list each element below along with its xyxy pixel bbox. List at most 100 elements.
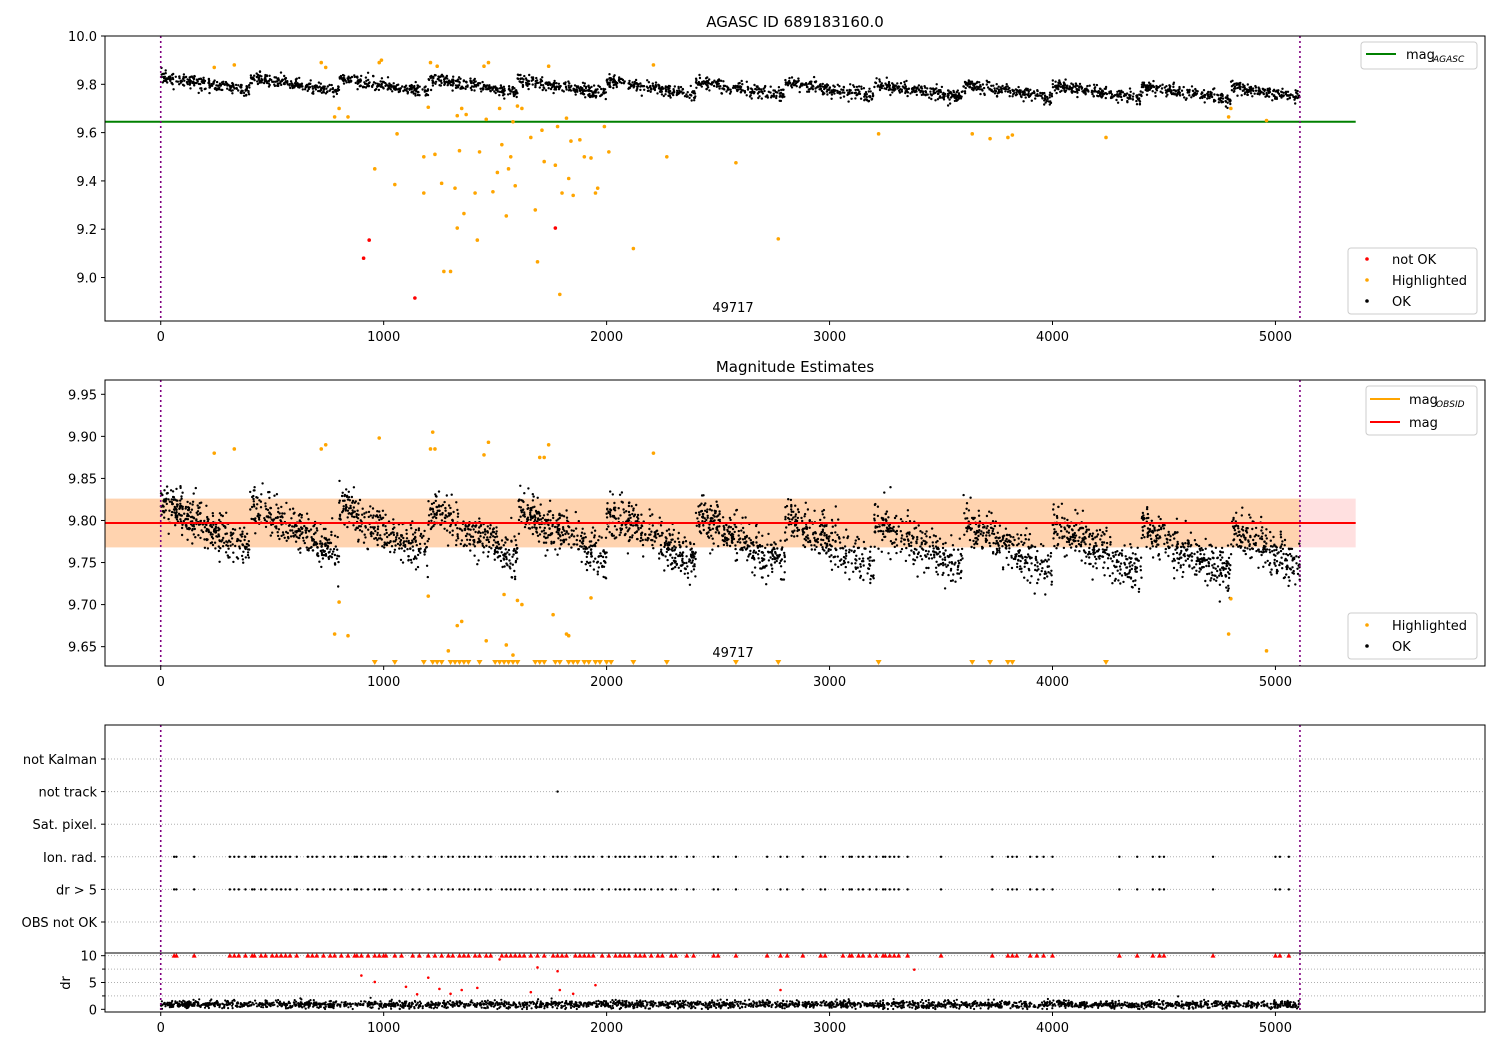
ok-point [215, 80, 219, 84]
ok-point [1145, 89, 1149, 92]
ok-point [473, 77, 476, 81]
ok-point [1186, 554, 1190, 557]
ok-point [371, 74, 375, 78]
ok-point [783, 571, 786, 574]
ok-point [986, 80, 989, 84]
ok-point [1008, 95, 1011, 98]
ok-point [964, 86, 967, 90]
ok-point [539, 78, 542, 81]
ok-point [331, 87, 335, 90]
legend-label: mag [1406, 48, 1435, 63]
ok-point [1101, 92, 1104, 96]
ok-point [481, 542, 484, 545]
ok-point [1248, 544, 1251, 548]
ok-point [677, 566, 680, 569]
ok-point [659, 524, 663, 527]
ok-point [933, 556, 936, 559]
ok-point [403, 85, 407, 89]
ok-point [950, 534, 953, 537]
ok-point [1122, 94, 1126, 98]
ok-point [535, 79, 539, 82]
ok-point [615, 528, 618, 531]
ok-point [583, 545, 586, 548]
legend-marker [1365, 257, 1369, 261]
ok-point [640, 513, 643, 516]
ok-point [549, 519, 552, 522]
ok-point [710, 534, 713, 537]
ok-point [792, 510, 795, 513]
highlighted-point [482, 64, 486, 68]
ok-point [1126, 101, 1129, 104]
ok-point [799, 85, 802, 88]
ok-point [735, 552, 739, 555]
ok-point [1034, 97, 1037, 100]
ok-point [1078, 82, 1082, 86]
ok-point [1012, 536, 1015, 539]
ok-point [584, 89, 588, 92]
ok-point [968, 86, 971, 89]
ok-point [1164, 534, 1167, 537]
highlighted-point [542, 159, 546, 164]
ok-point [376, 527, 380, 531]
ok-point [939, 89, 942, 92]
ok-point [594, 557, 597, 560]
ok-point [1241, 525, 1245, 529]
ok-point [1043, 103, 1046, 106]
ok-point [1219, 93, 1223, 96]
ok-point [1191, 567, 1194, 570]
highlighted-point [459, 106, 464, 111]
ok-point [352, 486, 356, 489]
ok-point [1251, 547, 1255, 551]
ok-point [656, 92, 659, 95]
ok-point [564, 538, 568, 541]
ok-point [551, 85, 555, 88]
ok-point [508, 89, 512, 92]
ok-point [1030, 562, 1033, 565]
ok-point [1108, 574, 1112, 578]
ok-point [720, 92, 724, 95]
ok-point [635, 81, 638, 85]
highlighted-point [970, 132, 975, 136]
ok-point [1176, 540, 1179, 544]
ok-point [854, 88, 857, 92]
ok-point [273, 84, 277, 88]
ok-point [416, 86, 419, 90]
ok-point [997, 543, 1000, 546]
ok-point [654, 81, 658, 84]
ok-point [845, 89, 849, 92]
highlighted-point [379, 58, 384, 62]
ok-point [341, 491, 344, 494]
ok-point [1043, 99, 1046, 102]
ok-point [1195, 569, 1198, 572]
ok-point [1276, 91, 1280, 95]
ok-point [1282, 95, 1285, 98]
ok-point [878, 80, 882, 83]
ok-point [1017, 85, 1020, 89]
ok-point [1213, 93, 1216, 96]
ok-point [1030, 575, 1033, 578]
ok-point [1128, 96, 1132, 99]
ok-point [1236, 86, 1239, 90]
ok-point [470, 88, 473, 92]
ok-point [1201, 91, 1204, 95]
ok-point [500, 539, 504, 542]
ok-point [283, 536, 286, 539]
ok-point [366, 84, 370, 87]
ok-point [489, 524, 492, 527]
ok-point [889, 486, 892, 489]
ok-point [1273, 549, 1276, 552]
ok-point [515, 95, 518, 99]
ok-point [213, 541, 217, 544]
ok-point [600, 93, 603, 96]
ok-point [1142, 84, 1145, 87]
ok-point [741, 526, 745, 530]
ok-point [985, 514, 989, 518]
ok-point [885, 510, 889, 513]
ok-point [583, 550, 586, 553]
ok-point [165, 485, 169, 488]
ok-point [418, 542, 422, 546]
ok-point [1172, 92, 1175, 96]
ok-point [725, 85, 729, 88]
ok-point [241, 558, 245, 561]
ok-point [959, 571, 963, 574]
